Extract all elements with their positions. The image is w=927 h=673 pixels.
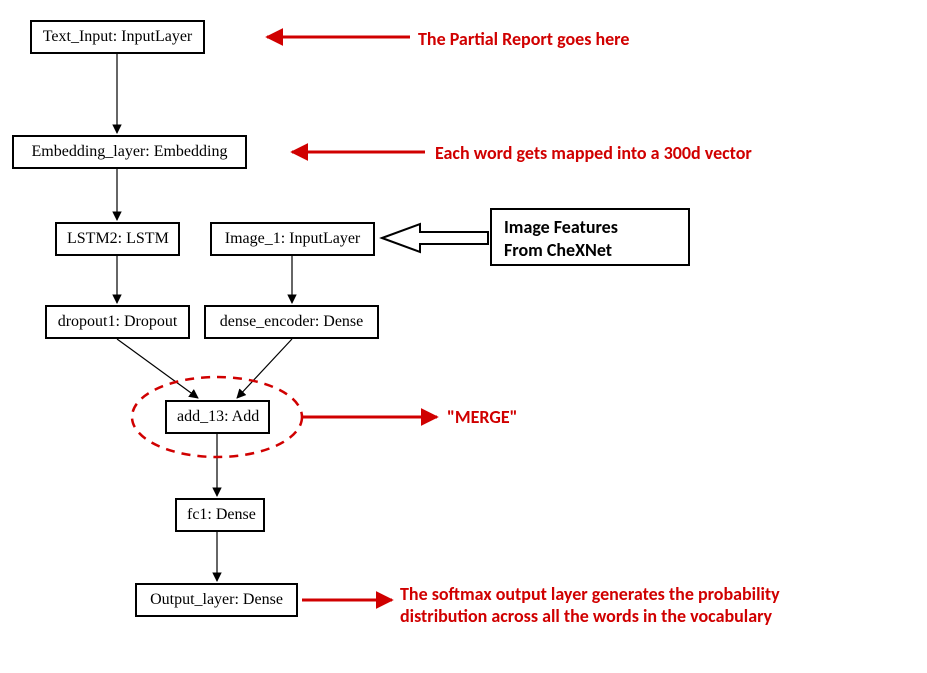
node-chexnet-box: Image Features From CheXNet [490,208,690,266]
annotation-partial-report: The Partial Report goes here [418,28,629,50]
annotation-merge: "MERGE" [447,406,518,428]
annotation-softmax-line1: The softmax output layer generates the p… [400,583,780,605]
hollow-arrow-chexnet [382,224,488,252]
node-output: Output_layer: Dense [135,583,298,617]
annotation-softmax-line2: distribution across all the words in the… [400,605,772,627]
node-image1: Image_1: InputLayer [210,222,375,256]
node-embedding: Embedding_layer: Embedding [12,135,247,169]
node-text-input: Text_Input: InputLayer [30,20,205,54]
node-dropout1: dropout1: Dropout [45,305,190,339]
chexnet-line1: Image Features [504,216,618,238]
edge-denseenc-add13 [237,339,292,398]
node-lstm2: LSTM2: LSTM [55,222,180,256]
edge-dropout1-add13 [117,339,198,398]
node-dense-encoder: dense_encoder: Dense [204,305,379,339]
node-add13: add_13: Add [165,400,270,434]
annotation-embedding-desc: Each word gets mapped into a 300d vector [435,142,752,164]
node-fc1: fc1: Dense [175,498,265,532]
chexnet-line2: From CheXNet [504,239,612,261]
